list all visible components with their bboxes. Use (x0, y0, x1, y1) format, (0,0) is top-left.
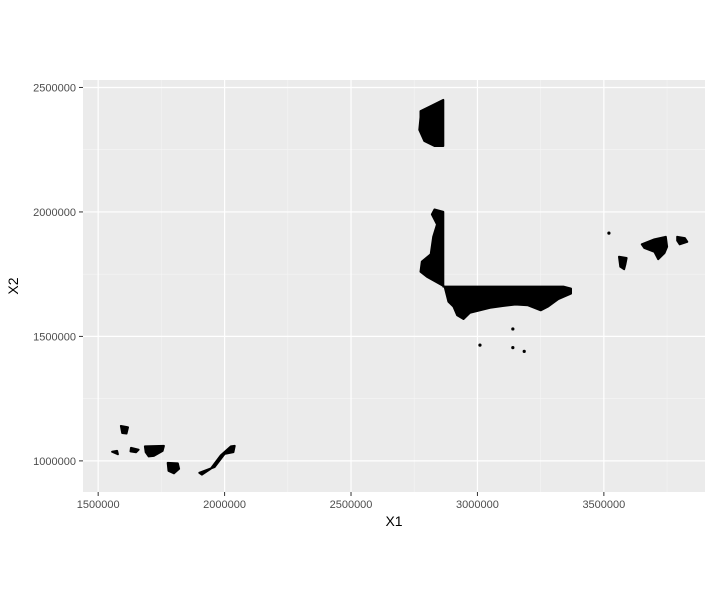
x-tick-label: 3500000 (582, 499, 625, 511)
data-point-2 (478, 343, 482, 347)
point-cluster-11 (676, 235, 689, 246)
data-point-4 (511, 346, 515, 350)
point-cluster-7 (418, 98, 445, 147)
major-gridlines (83, 80, 705, 492)
x-axis-ticks: 1500000 2000000 2500000 3000000 3500000 (77, 492, 625, 511)
point-cluster-5 (166, 461, 181, 475)
y-axis-ticks: 1000000 1500000 2000000 2500000 (33, 82, 83, 468)
y-tick-label: 2500000 (33, 82, 76, 94)
data-point-3 (511, 327, 515, 331)
y-axis-title: X2 (5, 277, 21, 294)
data-marks (111, 98, 689, 476)
point-cluster-9 (618, 255, 628, 271)
y-tick-label: 1000000 (33, 456, 76, 468)
point-cluster-4 (143, 444, 165, 458)
y-tick-label: 2000000 (33, 207, 76, 219)
x-tick-label: 2000000 (203, 499, 246, 511)
x-tick-label: 1500000 (77, 499, 120, 511)
data-point-5 (522, 349, 526, 353)
x-tick-label: 2500000 (330, 499, 373, 511)
point-cluster-10 (640, 235, 669, 261)
x-axis-title: X1 (385, 513, 402, 529)
y-tick-label: 1500000 (33, 331, 76, 343)
point-cluster-8 (419, 208, 572, 320)
x-tick-label: 3000000 (456, 499, 499, 511)
minor-gridlines (83, 80, 705, 492)
plot-panel (83, 80, 705, 492)
point-cluster-1 (111, 449, 119, 456)
point-cluster-3 (129, 446, 140, 454)
point-cluster-6 (198, 444, 236, 476)
data-point-1 (607, 231, 611, 235)
point-cluster-2 (119, 425, 129, 435)
